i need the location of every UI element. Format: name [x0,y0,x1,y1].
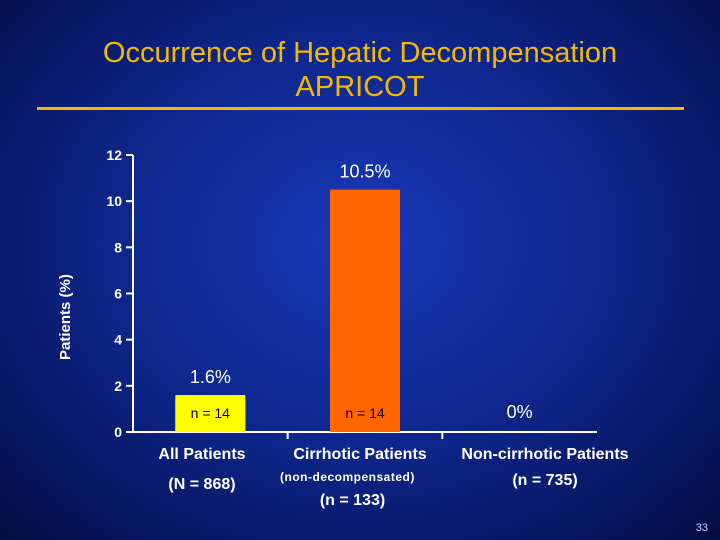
title-divider [37,107,684,110]
bar-count-label: n = 14 [345,405,385,421]
bar-label-box [175,400,246,432]
category-count-all: (N = 868) [168,476,236,493]
slide-subtitle: APRICOT [295,71,425,103]
slide-title: Occurrence of Hepatic Decompensation [102,37,618,69]
page-number: 33 [695,522,708,534]
y-tick-label: 6 [114,286,122,302]
category-count-noncirrhotic: (n = 735) [512,472,578,489]
y-tick-label: 8 [114,239,122,255]
category-label-noncirrhotic: Non-cirrhotic Patients [461,446,629,463]
y-axis-label: Patients (%) [57,274,74,360]
data-label: 10.5% [339,162,390,182]
data-label: 1.6% [190,367,231,387]
category-label-cirrhotic: Cirrhotic Patients [293,446,427,463]
data-label: 0% [507,402,533,422]
bar [330,189,400,432]
y-tick-label: 10 [106,193,122,209]
category-count-cirrhotic: (n = 133) [319,492,386,509]
y-tick-label: 2 [114,378,122,394]
bar-count-label: n = 14 [191,405,231,421]
y-tick-label: 4 [114,332,122,348]
y-tick-label: 12 [106,147,122,163]
y-tick-label: 0 [114,424,122,440]
category-note-cirrhotic: (non-decompensated) [280,470,415,484]
category-label-all: All Patients [158,446,246,463]
